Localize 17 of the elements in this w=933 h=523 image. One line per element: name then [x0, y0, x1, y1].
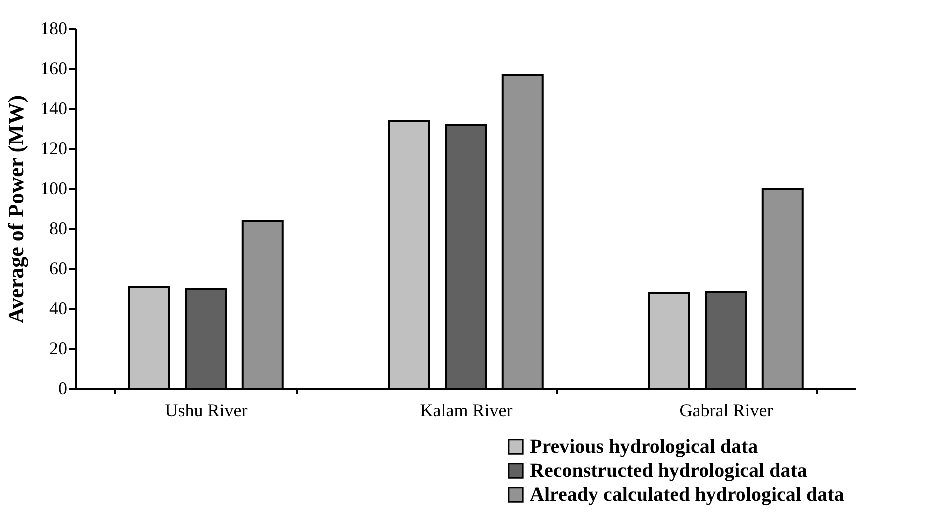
- y-tick-label: 20: [50, 338, 68, 358]
- x-tick-label: Gabral River: [680, 400, 774, 420]
- y-axis-title: Average of Power (MW): [4, 95, 28, 324]
- y-tick-label: 60: [50, 258, 68, 278]
- x-tick-label: Kalam River: [420, 400, 513, 420]
- x-tick-label: Ushu River: [165, 400, 248, 420]
- legend-label: Previous hydrological data: [530, 436, 758, 458]
- y-tick-label: 40: [50, 298, 68, 318]
- y-tick-label: 180: [40, 18, 68, 38]
- y-tick-label: 160: [40, 58, 68, 78]
- legend-label: Reconstructed hydrological data: [530, 460, 808, 482]
- y-tick-label: 120: [40, 138, 68, 158]
- y-tick-label: 140: [40, 98, 68, 118]
- y-tick-label: 100: [40, 178, 68, 198]
- y-tick-label: 0: [58, 378, 68, 398]
- y-tick-label: 80: [50, 218, 68, 238]
- legend-label: Already calculated hydrological data: [530, 484, 844, 506]
